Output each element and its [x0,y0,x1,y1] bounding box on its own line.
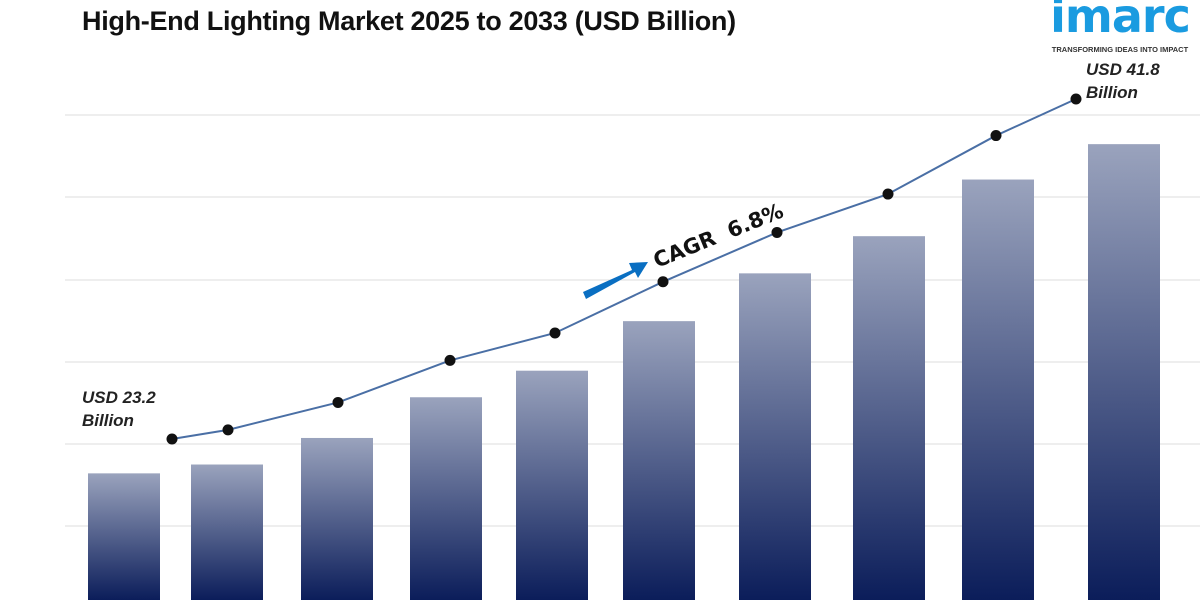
bar [853,236,925,600]
logo-tagline: TRANSFORMING IDEAS INTO IMPACT [1051,45,1189,54]
start-value-line1: USD 23.2 [82,388,156,407]
trend-point [549,327,561,339]
bar [1088,144,1160,600]
trend-point [332,396,344,408]
bar [301,437,373,600]
cagr-arrow-icon [583,262,648,299]
logo-word: imarc [1050,0,1191,43]
bar [88,473,160,600]
end-value-line2: Billion [1086,83,1138,102]
bar [623,321,695,600]
imarc-logo: imarc TRANSFORMING IDEAS INTO IMPACT [1040,0,1200,55]
bar [516,370,588,600]
trend-point [657,276,669,288]
start-value-line2: Billion [82,411,134,430]
trend-point [166,433,178,445]
trend-point [990,130,1002,142]
end-value-line1: USD 41.8 [1086,60,1160,79]
trend-line [171,98,1077,440]
arrow-shape [583,262,648,299]
trend-point [1070,93,1082,105]
trend-point [771,226,783,238]
trend-point [882,188,894,200]
bar [962,179,1034,600]
end-value-label: USD 41.8 Billion [1086,58,1160,104]
bar [191,464,263,600]
cagr-label: CAGR 6.8% [650,199,787,273]
bar [739,273,811,600]
start-value-label: USD 23.2 Billion [82,386,156,432]
chart-title: High-End Lighting Market 2025 to 2033 (U… [82,6,736,36]
bar [410,397,482,600]
trend-point [444,354,456,366]
trend-point [222,424,234,436]
